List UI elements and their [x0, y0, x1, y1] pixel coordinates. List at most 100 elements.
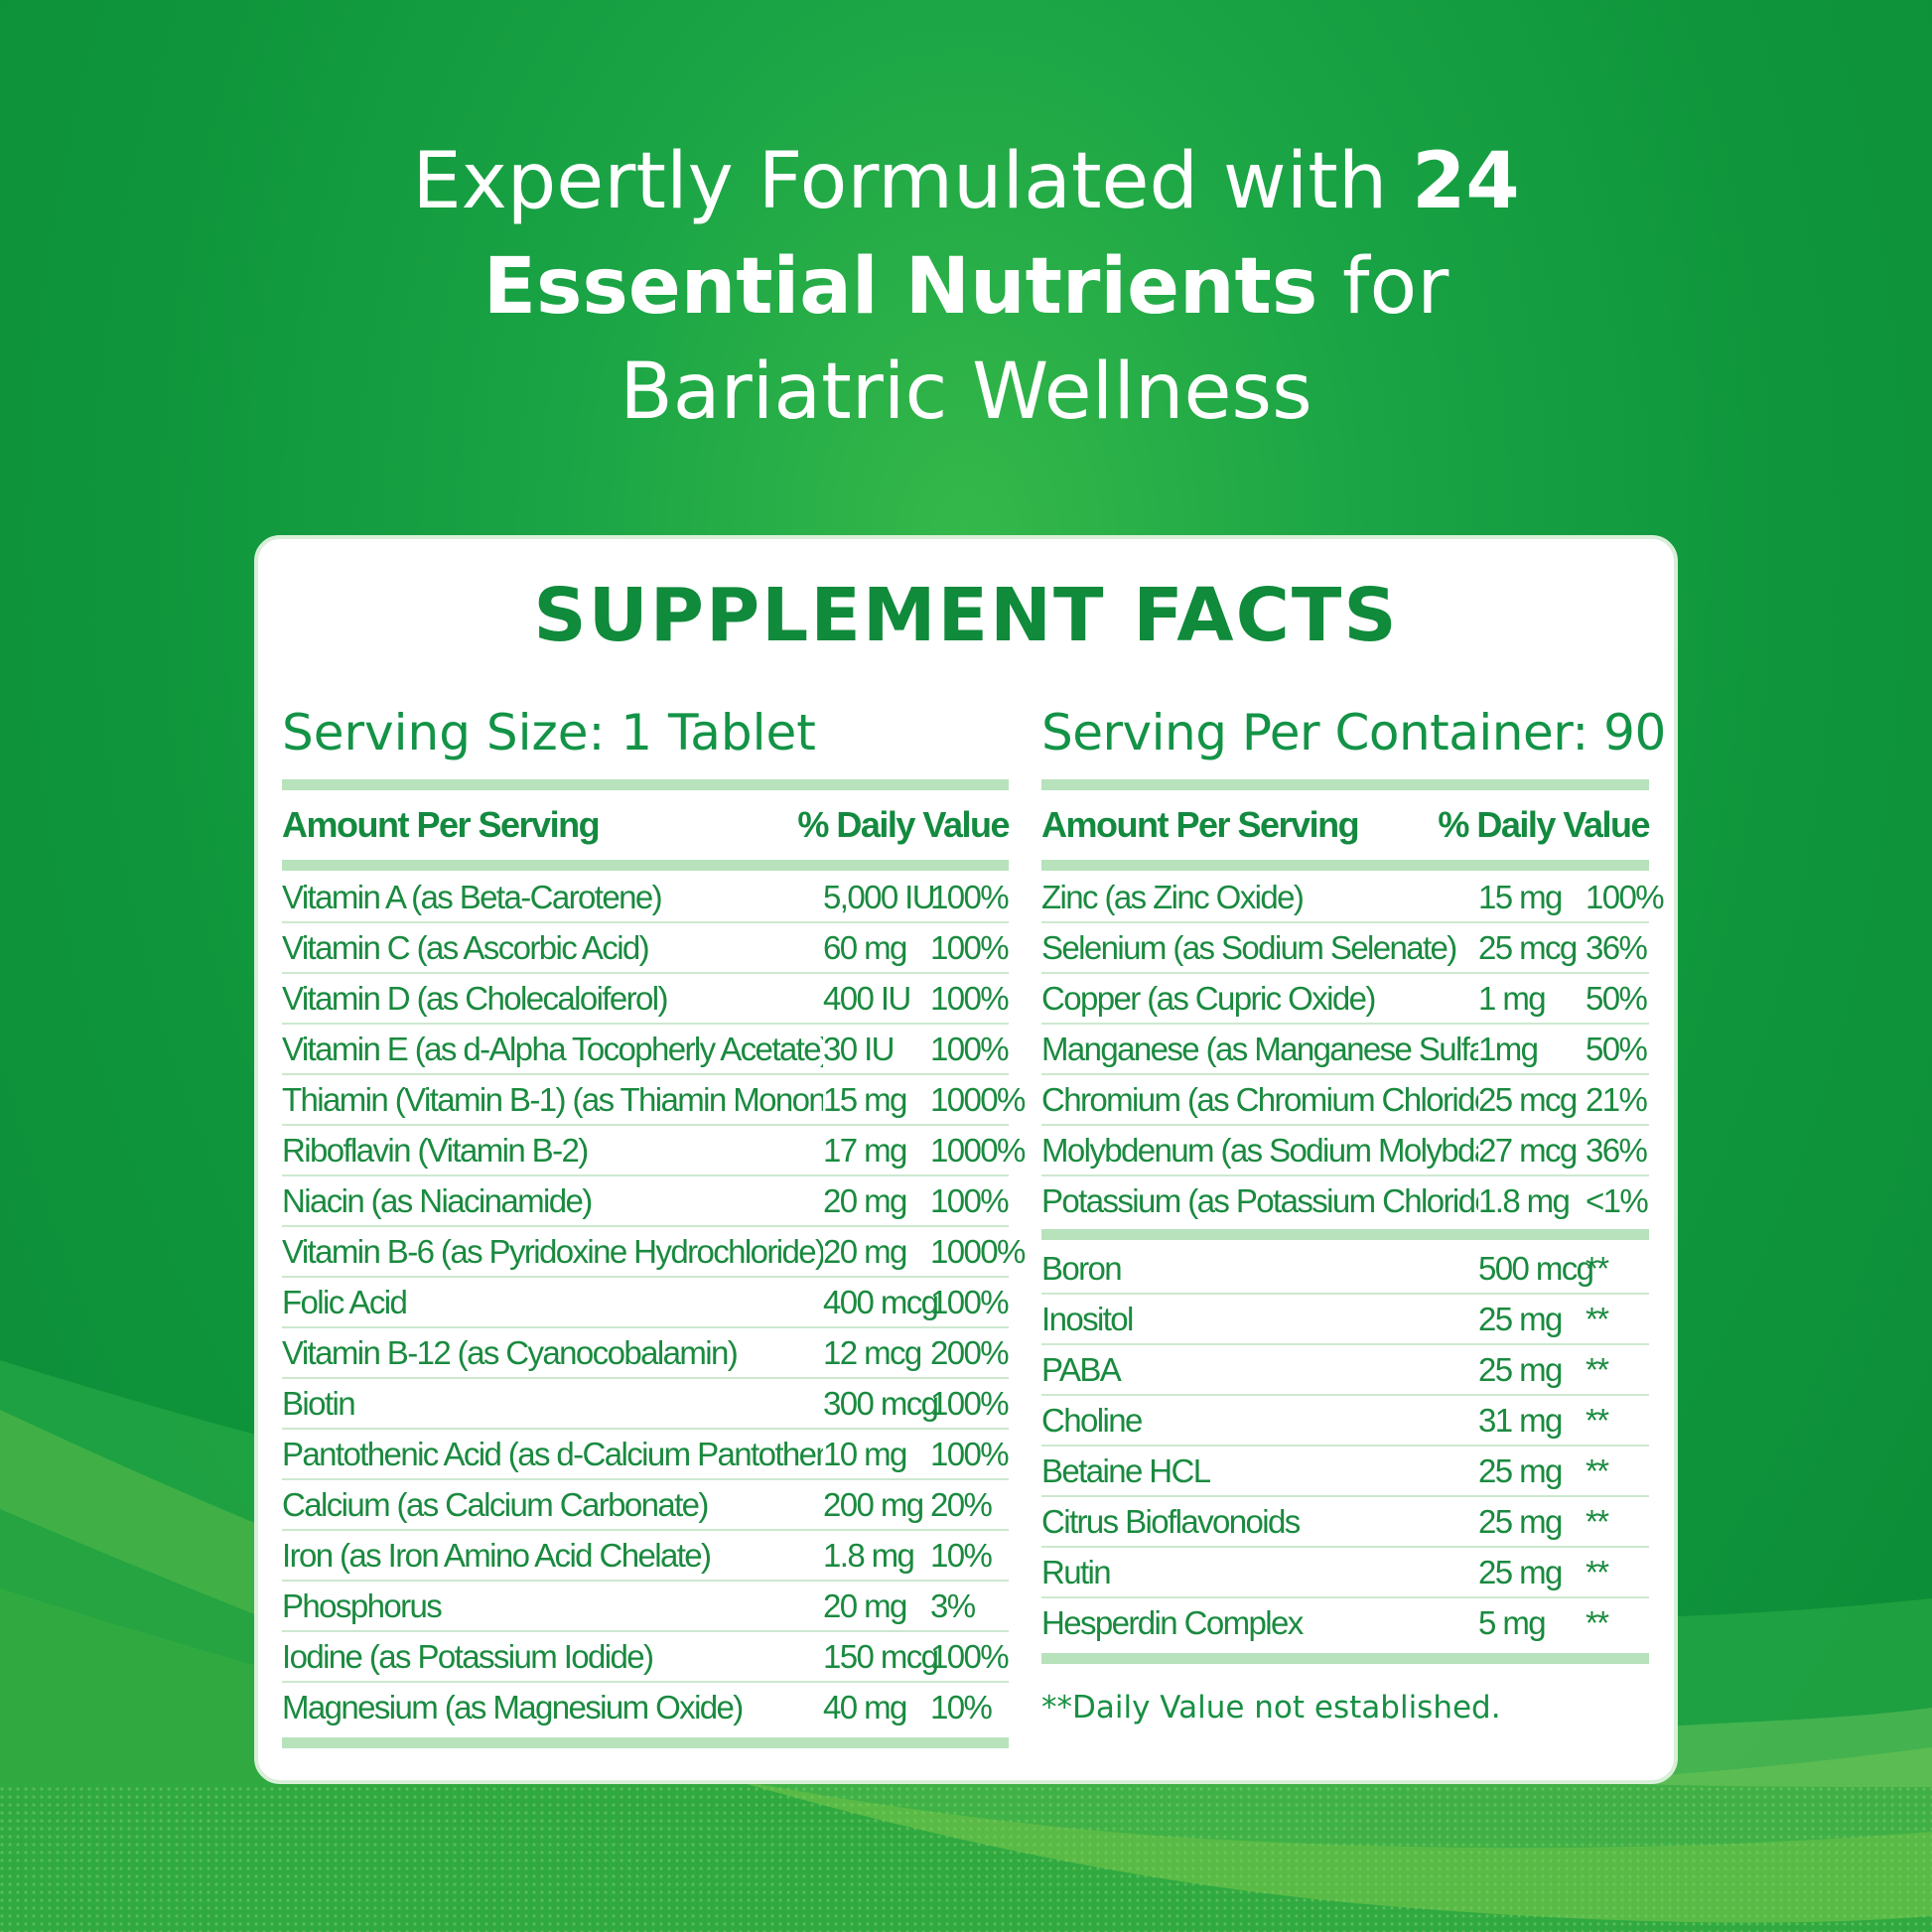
nutrient-row: Choline 31 mg ** [1041, 1396, 1649, 1447]
nutrient-name: Choline [1041, 1401, 1143, 1439]
nutrient-name: Hesperdin Complex [1041, 1603, 1304, 1641]
nutrient-name: Inositol [1041, 1300, 1134, 1337]
nutrient-daily-value: ** [1586, 1350, 1609, 1388]
nutrient-amount: 25 mg [1478, 1350, 1563, 1388]
headline-text: Expertly Formulated with [412, 137, 1413, 226]
nutrient-name: Rutin [1041, 1553, 1112, 1590]
divider [1041, 779, 1649, 790]
nutrient-name: Boron [1041, 1249, 1123, 1287]
nutrient-row: Vitamin B-12 (as Cyanocobalamin) 12 mcg 20… [282, 1328, 1010, 1379]
nutrient-amount: 25 mcg [1478, 1080, 1578, 1118]
nutrient-daily-value: 36% [1586, 928, 1648, 966]
nutrient-name: Selenium (as Sodium Selenate) [1041, 928, 1457, 966]
nutrient-name: Magnesium (as Magnesium Oxide) [282, 1688, 744, 1725]
nutrient-row: Magnesium (as Magnesium Oxide) 40 mg 10% [282, 1683, 1009, 1731]
nutrient-row: Iron (as Iron Amino Acid Chelate) 1.8 mg 1… [282, 1531, 1009, 1582]
nutrient-daily-value: 200% [930, 1333, 1010, 1371]
nutrient-name: Thiamin (Vitamin B-1) (as Thiamin Mononi… [282, 1080, 823, 1118]
nutrient-daily-value: ** [1586, 1249, 1609, 1287]
nutrient-amount: 400 mcg [823, 1283, 939, 1320]
nutrient-amount: 300 mcg [823, 1384, 939, 1422]
nutrient-daily-value: 10% [930, 1536, 993, 1574]
nutrient-amount: 200 mg [823, 1485, 924, 1523]
nutrient-amount: 40 mg [823, 1688, 907, 1725]
nutrient-amount: 25 mg [1478, 1502, 1563, 1540]
nutrient-name: Vitamin A (as Beta-Carotene) [282, 878, 663, 915]
nutrient-daily-value: ** [1586, 1401, 1609, 1439]
nutrient-row: Vitamin A (as Beta-Carotene) 5,000 IU 100% [282, 873, 1010, 923]
column-header: Amount Per Serving % Daily Value [282, 790, 1010, 860]
nutrient-daily-value: 100% [930, 1384, 1010, 1422]
headline-text: for [1317, 242, 1449, 332]
nutrient-daily-value: ** [1586, 1451, 1609, 1489]
nutrient-amount: 20 mg [823, 1181, 907, 1219]
nutrient-row: PABA 25 mg ** [1041, 1345, 1649, 1396]
nutrient-amount: 30 IU [823, 1030, 895, 1067]
nutrient-name: Copper (as Cupric Oxide) [1041, 979, 1376, 1017]
nutrient-amount: 25 mg [1478, 1451, 1563, 1489]
facts-column-left: Serving Size: 1 Tablet Amount Per Servin… [282, 700, 1026, 1748]
nutrient-list-no-dv: Boron 500 mcg ** Inositol 25 mg ** PABA 25 mg **… [1041, 1244, 1649, 1647]
nutrient-daily-value: 1000% [930, 1131, 1026, 1169]
nutrient-row: Zinc (as Zinc Oxide) 15 mg 100% [1041, 873, 1665, 923]
nutrient-daily-value: <1% [1586, 1181, 1649, 1219]
daily-value-header: % Daily Value [1438, 804, 1650, 845]
nutrient-amount: 12 mcg [823, 1333, 922, 1371]
nutrient-row: Chromium (as Chromium Chloride) 25 mcg 21% [1041, 1075, 1649, 1126]
nutrient-daily-value: 100% [930, 1181, 1010, 1219]
nutrient-row: Vitamin B-6 (as Pyridoxine Hydrochloride… [282, 1227, 1026, 1278]
nutrient-name: Riboflavin (Vitamin B-2) [282, 1131, 589, 1169]
nutrient-row: Molybdenum (as Sodium Molybdate) 27 mcg 36… [1041, 1126, 1649, 1176]
divider [1041, 1653, 1649, 1664]
nutrient-daily-value: 36% [1586, 1131, 1648, 1169]
nutrient-daily-value: 1000% [930, 1080, 1026, 1118]
nutrient-row: Potassium (as Potassium Chloride) 1.8 mg <… [1041, 1176, 1649, 1225]
divider [282, 779, 1009, 790]
nutrient-amount: 15 mg [1478, 878, 1563, 915]
nutrient-list: Zinc (as Zinc Oxide) 15 mg 100% Selenium (a… [1041, 873, 1665, 1225]
nutrient-row: Citrus Bioflavonoids 25 mg ** [1041, 1497, 1649, 1548]
nutrient-amount: 20 mg [823, 1587, 907, 1624]
nutrient-amount: 25 mg [1478, 1300, 1563, 1337]
nutrient-daily-value: 100% [930, 1435, 1010, 1472]
nutrient-row: Betaine HCL 25 mg ** [1041, 1447, 1649, 1497]
column-header: Amount Per Serving % Daily Value [1041, 790, 1650, 860]
nutrient-row: Iodine (as Potassium Iodide) 150 mcg 100% [282, 1632, 1010, 1683]
nutrient-daily-value: 21% [1586, 1080, 1648, 1118]
divider [282, 1737, 1009, 1748]
nutrient-daily-value: 10% [930, 1688, 993, 1725]
nutrient-row: Calcium (as Calcium Carbonate) 200 mg 20% [282, 1480, 1009, 1531]
nutrient-daily-value: ** [1586, 1553, 1609, 1590]
nutrient-row: Vitamin D (as Cholecaloiferol) 400 IU 100% [282, 974, 1010, 1025]
nutrient-row: Riboflavin (Vitamin B-2) 17 mg 1000% [282, 1126, 1026, 1176]
nutrient-daily-value: ** [1586, 1603, 1609, 1641]
nutrient-row: Vitamin C (as Ascorbic Acid) 60 mg 100% [282, 923, 1010, 974]
nutrient-daily-value: 100% [1586, 878, 1665, 915]
nutrient-daily-value: 50% [1586, 979, 1648, 1017]
nutrient-row: Biotin 300 mcg 100% [282, 1379, 1010, 1430]
nutrient-row: Phosphorus 20 mg 3% [282, 1582, 1009, 1632]
nutrient-row: Manganese (as Manganese Sulfate) 1mg 50% [1041, 1025, 1649, 1075]
nutrient-name: Chromium (as Chromium Chloride) [1041, 1080, 1478, 1118]
nutrient-name: PABA [1041, 1350, 1122, 1388]
nutrient-name: Vitamin D (as Cholecaloiferol) [282, 979, 669, 1017]
nutrient-row: Boron 500 mcg ** [1041, 1244, 1649, 1295]
divider [282, 860, 1009, 871]
divider [1041, 860, 1649, 871]
nutrient-daily-value: 100% [930, 1637, 1010, 1675]
nutrient-amount: 5,000 IU [823, 878, 936, 915]
nutrient-amount: 10 mg [823, 1435, 907, 1472]
serving-size: Serving Size: 1 Tablet [282, 704, 816, 761]
headline-emphasis: Essential Nutrients [483, 242, 1318, 332]
nutrient-amount: 150 mcg [823, 1637, 939, 1675]
footnote: **Daily Value not established. [1041, 1690, 1501, 1725]
divider [1041, 1229, 1649, 1240]
nutrient-daily-value: 20% [930, 1485, 993, 1523]
nutrient-name: Vitamin B-12 (as Cyanocobalamin) [282, 1333, 739, 1371]
nutrient-row: Selenium (as Sodium Selenate) 25 mcg 36% [1041, 923, 1649, 974]
nutrient-list: Vitamin A (as Beta-Carotene) 5,000 IU 100%… [282, 873, 1026, 1731]
nutrient-row: Vitamin E (as d-Alpha Tocopherly Acetate… [282, 1025, 1010, 1075]
nutrient-amount: 15 mg [823, 1080, 907, 1118]
nutrient-amount: 25 mg [1478, 1553, 1563, 1590]
nutrient-amount: 20 mg [823, 1232, 907, 1270]
